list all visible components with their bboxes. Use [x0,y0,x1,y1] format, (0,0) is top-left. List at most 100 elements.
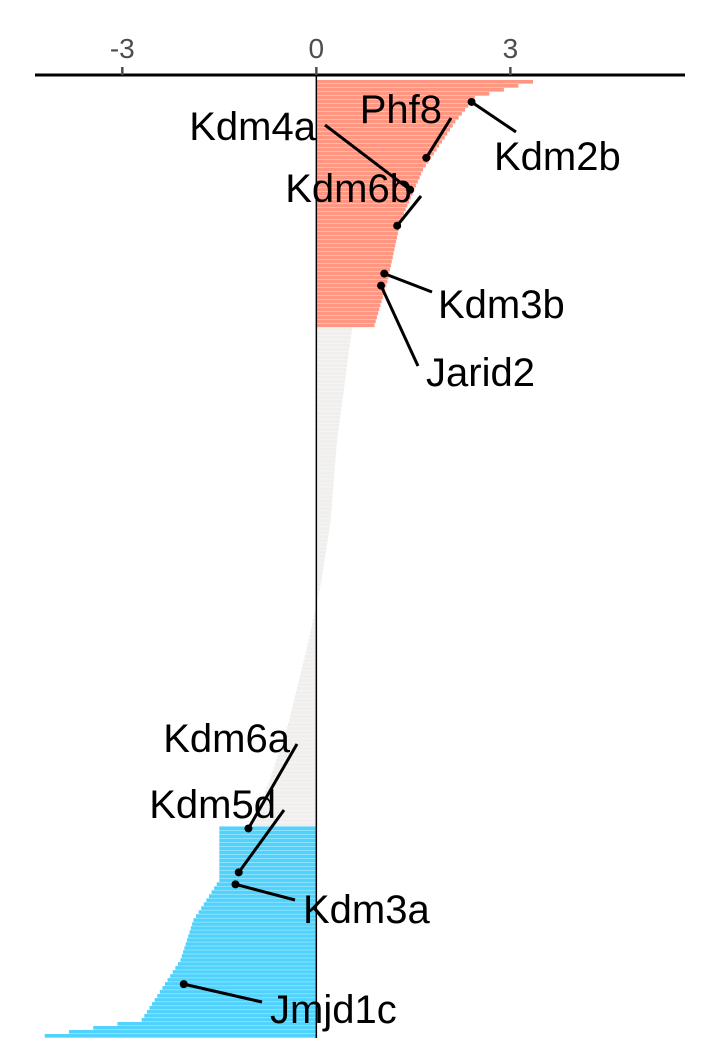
bar [303,658,317,663]
label-connector [470,100,517,134]
bar [316,235,397,240]
bars-group [44,80,534,1038]
bar [316,555,326,559]
bar [316,311,379,316]
bar [316,455,336,459]
bar [316,155,432,160]
bar [149,1006,317,1010]
bar [258,806,317,811]
bar [316,391,344,395]
bar [316,123,453,128]
bar [316,407,342,411]
gene-label-kdm6a: Kdm6a [163,717,290,761]
bar [316,523,330,527]
bar [305,650,317,655]
bar [316,239,397,244]
bar [276,758,317,763]
bar [316,359,348,364]
bar [180,958,317,962]
bar [316,566,324,571]
bar [316,187,415,192]
bar [316,511,332,515]
bar [298,678,317,683]
bar [316,439,338,443]
bar [259,802,317,807]
bar [271,774,317,779]
bar [316,107,466,112]
bar [299,674,317,679]
bar [263,794,317,799]
label-connector [237,809,286,874]
bar [146,1010,317,1014]
bar [141,1018,317,1022]
bar [304,654,317,659]
bar [272,770,317,775]
label-connector [396,195,423,227]
ticks-group: -3 0 3 [110,33,518,75]
bar [219,834,317,839]
bar [316,355,349,360]
bar [316,111,462,116]
bar [273,766,317,771]
bar [316,371,347,376]
bar [313,614,317,619]
bar [285,730,317,735]
bar [309,634,317,639]
bar [316,503,332,507]
bar [306,646,317,651]
bar [203,902,317,906]
bar [167,978,317,982]
bar [93,1026,317,1030]
bar [316,211,404,216]
labels-group: Kdm2b Phf8 Kdm4a Kdm6b Kdm3b Jarid2 Kdm6a Kdm5d… [149,88,621,1032]
bar [184,946,317,950]
bar [219,862,317,867]
label-point [393,221,402,230]
bar [316,395,343,399]
label-point [467,97,476,106]
bar [188,934,317,938]
gene-label-kdm6b: Kdm6b [285,167,412,211]
bar [289,718,317,723]
bar [316,291,384,296]
bar [185,942,317,946]
bar [314,610,317,615]
label-connector [379,284,420,367]
bar [295,690,317,695]
label-connector [425,117,453,159]
bar [316,399,343,403]
label-point [179,980,188,989]
gene-label-jmjd1c: Jmjd1c [270,988,397,1032]
bar [316,375,346,380]
bar [269,778,317,783]
gene-label-kdm3a: Kdm3a [303,888,430,932]
bar [189,930,317,934]
bar [316,427,339,431]
bar [295,694,317,699]
bar [216,882,317,886]
bar [219,850,317,855]
bar [186,938,317,942]
bar [316,191,413,196]
bar [316,487,334,491]
bar [281,742,317,747]
bar [316,175,420,180]
bar [316,435,338,439]
bar [278,750,317,755]
bar [316,271,390,276]
bar [316,574,323,579]
bar [316,559,325,563]
bar [219,866,317,870]
bar [316,570,323,575]
bar [316,115,459,120]
bar [316,519,331,523]
bar [307,642,317,647]
bar [316,423,340,427]
gene-label-kdm5d: Kdm5d [149,783,276,827]
bar [316,562,324,567]
bar [316,287,386,292]
bar [316,527,330,531]
bar [316,243,396,248]
bar [201,906,317,910]
bar [172,970,317,974]
